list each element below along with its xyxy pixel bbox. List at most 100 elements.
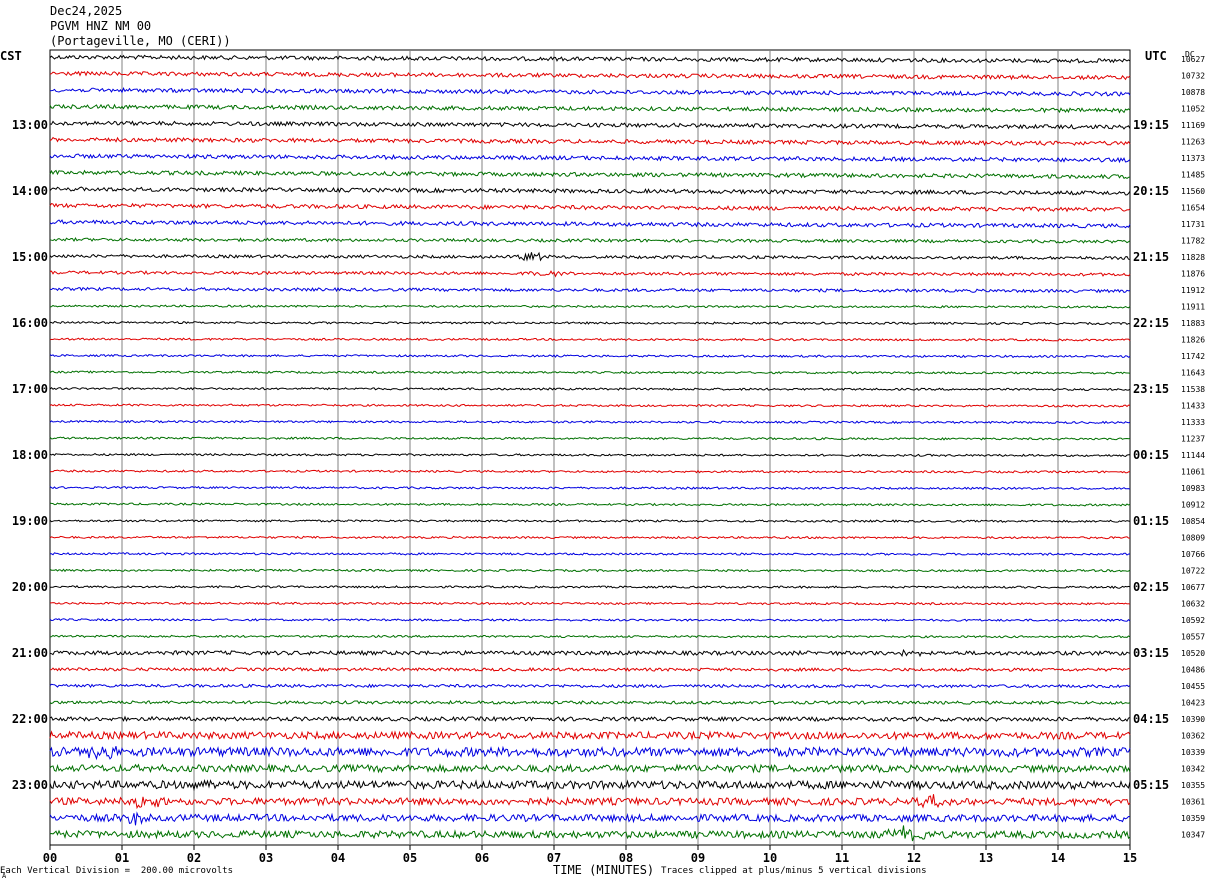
dc-value-label: 11169 [1181, 121, 1205, 130]
x-tick-label: 00 [43, 851, 57, 865]
cst-hour-label: 16:00 [12, 316, 48, 330]
dc-value-label: 11538 [1181, 385, 1205, 394]
dc-value-label: 10722 [1181, 567, 1205, 576]
corner-mark: A [2, 872, 7, 880]
dc-value-label: 11883 [1181, 319, 1205, 328]
x-tick-label: 06 [475, 851, 489, 865]
x-tick-label: 07 [547, 851, 561, 865]
dc-value-label: 11782 [1181, 237, 1205, 246]
seismic-trace [49, 485, 1131, 491]
seismic-trace [49, 186, 1131, 196]
utc-hour-label: 21:15 [1133, 250, 1169, 264]
seismic-trace [49, 136, 1131, 147]
clip-note: Traces clipped at plus/minus 5 vertical … [661, 866, 927, 876]
seismic-trace [49, 666, 1131, 672]
seismic-trace [49, 730, 1131, 741]
dc-value-label: 11654 [1181, 204, 1205, 213]
x-tick-label: 08 [619, 851, 633, 865]
seismic-trace [49, 403, 1131, 408]
utc-axis-label: UTC [1145, 49, 1167, 63]
seismic-trace [49, 519, 1131, 523]
cst-hour-label: 23:00 [12, 778, 48, 792]
x-tick-label: 01 [115, 851, 129, 865]
seismic-trace [49, 419, 1131, 425]
seismic-trace [49, 120, 1131, 130]
seismic-trace [49, 320, 1131, 326]
seismic-trace [49, 237, 1131, 244]
dc-value-label: 11144 [1181, 451, 1205, 460]
utc-hour-label: 20:15 [1133, 184, 1169, 198]
dc-value-label: 10342 [1181, 765, 1205, 774]
seismic-trace [49, 452, 1130, 458]
seismic-trace [49, 202, 1131, 213]
x-tick-label: 02 [187, 851, 201, 865]
dc-value-label: 11742 [1181, 352, 1205, 361]
seismic-trace [49, 535, 1131, 540]
utc-hour-label: 04:15 [1133, 712, 1169, 726]
dc-value-label: 11373 [1181, 154, 1205, 163]
seismic-trace [49, 153, 1131, 164]
x-tick-label: 09 [691, 851, 705, 865]
dc-value-label: 10677 [1181, 583, 1205, 592]
x-axis-label: TIME (MINUTES) [553, 863, 655, 877]
utc-hour-label: 00:15 [1133, 448, 1169, 462]
dc-value-label: 10732 [1181, 72, 1205, 81]
seismic-trace [49, 648, 1131, 658]
seismic-trace [49, 87, 1131, 97]
dc-value-label: 10361 [1181, 798, 1205, 807]
utc-hour-label: 05:15 [1133, 778, 1169, 792]
dc-value-label: 10912 [1181, 501, 1205, 510]
x-tick-label: 14 [1051, 851, 1065, 865]
dc-value-label: 11912 [1181, 286, 1205, 295]
x-tick-label: 11 [835, 851, 849, 865]
seismic-trace [49, 337, 1131, 342]
cst-hour-label: 20:00 [12, 580, 48, 594]
dc-value-label: 10359 [1181, 814, 1205, 823]
dc-value-label: 11061 [1181, 468, 1205, 477]
x-tick-label: 12 [907, 851, 921, 865]
dc-value-label: 10766 [1181, 550, 1205, 559]
seismic-trace [50, 552, 1131, 556]
seismic-trace [49, 469, 1131, 474]
dc-value-label: 11731 [1181, 220, 1205, 229]
seismic-trace [49, 286, 1131, 294]
cst-hour-label: 22:00 [12, 712, 48, 726]
cst-hour-label: 15:00 [12, 250, 48, 264]
utc-hour-label: 19:15 [1133, 118, 1169, 132]
dc-value-label: 11876 [1181, 270, 1205, 279]
seismic-trace [49, 219, 1131, 229]
dc-value-label: 11263 [1181, 138, 1205, 147]
dc-value-label: 10347 [1181, 831, 1205, 840]
utc-hour-label: 23:15 [1133, 382, 1169, 396]
dc-value-label: 10557 [1181, 633, 1205, 642]
cst-axis-label: CST [0, 49, 22, 63]
dc-value-label: 11643 [1181, 369, 1205, 378]
dc-value-label: 11485 [1181, 171, 1205, 180]
dc-value-label: 10520 [1181, 649, 1205, 658]
dc-value-label: 10627 [1181, 55, 1205, 64]
seismic-trace [49, 386, 1131, 392]
x-tick-label: 15 [1123, 851, 1137, 865]
dc-value-label: 11826 [1181, 336, 1205, 345]
dc-value-label: 10355 [1181, 781, 1205, 790]
dc-value-label: 10362 [1181, 732, 1205, 741]
seismic-trace [49, 502, 1131, 507]
dc-value-label: 11052 [1181, 105, 1205, 114]
dc-value-label: 11333 [1181, 418, 1205, 427]
seismic-trace [49, 304, 1131, 309]
dc-column-label: DC [1185, 50, 1195, 59]
cst-hour-label: 17:00 [12, 382, 48, 396]
dc-value-label: 10632 [1181, 600, 1205, 609]
x-tick-label: 05 [403, 851, 417, 865]
seismic-trace [49, 811, 1131, 826]
vertical-division-note: Each Vertical Division = 200.00 microvol… [0, 866, 233, 876]
utc-hour-label: 22:15 [1133, 316, 1169, 330]
dc-value-label: 10455 [1181, 682, 1205, 691]
seismic-trace [49, 251, 1131, 262]
seismic-trace [49, 715, 1131, 723]
seismic-trace [49, 745, 1131, 761]
seismic-trace [49, 353, 1131, 359]
plot-frame [49, 49, 1131, 846]
seismic-trace [49, 370, 1131, 375]
seismic-trace [49, 568, 1131, 573]
